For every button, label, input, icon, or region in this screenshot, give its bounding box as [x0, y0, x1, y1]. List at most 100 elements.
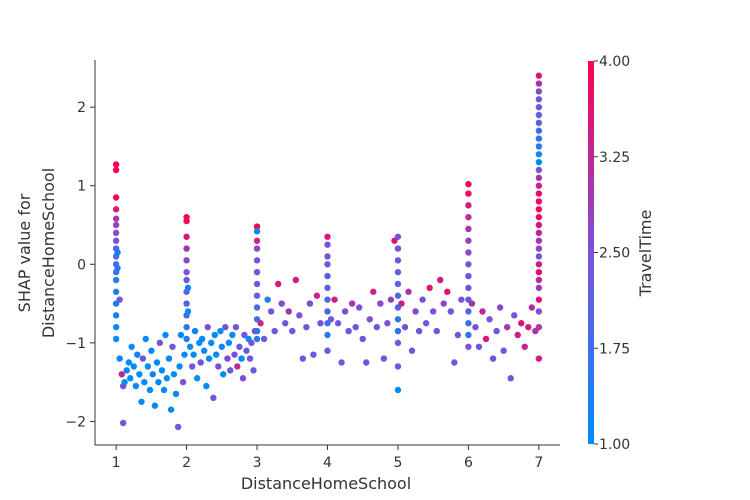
data-point [253, 292, 261, 299]
data-point [465, 261, 472, 268]
data-point [179, 378, 187, 386]
data-point [394, 245, 402, 252]
data-point [125, 359, 133, 366]
colorbar-tick-label: 2.50 [599, 246, 630, 262]
data-point [465, 237, 472, 244]
data-point [253, 245, 261, 252]
data-point [535, 296, 543, 303]
data-point [148, 347, 155, 354]
data-point [246, 355, 254, 362]
data-point [535, 119, 543, 127]
data-point [324, 233, 331, 240]
x-axis-ticks: 1 2 3 4 5 6 7 [112, 445, 543, 471]
data-point [528, 304, 536, 311]
data-point [535, 111, 543, 119]
data-point [229, 331, 236, 339]
data-point [486, 316, 493, 323]
data-point [324, 253, 331, 260]
colorbar-tick-label: 3.25 [599, 150, 630, 166]
data-point [535, 198, 543, 205]
data-point [496, 304, 504, 311]
data-point [535, 206, 543, 213]
x-tick-label: 3 [253, 455, 262, 471]
colorbar-label: TravelTime [636, 210, 655, 298]
y-axis-label-line-1: SHAP value for [15, 193, 34, 312]
data-point [465, 331, 472, 339]
data-point [419, 296, 426, 303]
data-point [324, 261, 331, 268]
data-point [535, 182, 543, 189]
data-point [465, 284, 472, 292]
data-point [205, 355, 213, 362]
data-point [482, 335, 490, 343]
data-point [198, 335, 206, 343]
data-point [114, 249, 121, 256]
data-point [112, 229, 120, 237]
data-point [511, 312, 518, 319]
data-point [215, 363, 222, 370]
colorbar-tick-label: 4.00 [599, 54, 630, 70]
data-point [324, 284, 331, 292]
data-point [317, 320, 324, 327]
data-point [429, 308, 437, 315]
data-point [183, 335, 190, 343]
data-point [384, 320, 391, 327]
data-point [112, 166, 120, 174]
data-point [535, 355, 543, 362]
data-point [310, 351, 317, 358]
data-point [394, 386, 402, 394]
data-point [218, 343, 226, 350]
data-point [278, 300, 285, 307]
data-point [472, 323, 479, 331]
y-tick-label: 1 [77, 179, 86, 195]
data-point [465, 308, 472, 315]
data-point [535, 221, 543, 229]
data-point [267, 308, 275, 315]
data-point [144, 363, 152, 370]
x-tick-label: 5 [393, 455, 402, 471]
data-point [121, 378, 128, 386]
data-point [324, 296, 331, 303]
scatter-points [112, 72, 543, 431]
data-point [250, 367, 257, 374]
data-point [253, 335, 261, 343]
data-point [190, 351, 197, 358]
data-point [189, 363, 196, 370]
data-point [359, 335, 366, 343]
data-point [112, 221, 120, 229]
data-point [518, 320, 525, 327]
data-point [285, 308, 292, 315]
data-point [296, 312, 303, 319]
data-point [440, 300, 447, 307]
data-point [324, 347, 331, 354]
data-point [535, 245, 543, 252]
data-point [112, 206, 120, 213]
data-point [338, 359, 345, 366]
y-axis-label-line-2: DistanceHomeSchool [39, 168, 58, 338]
data-point [535, 135, 543, 142]
data-point [394, 327, 402, 335]
data-point [253, 327, 261, 335]
data-point [162, 331, 169, 339]
data-point [260, 335, 268, 343]
data-point [134, 351, 141, 358]
data-point [535, 276, 543, 284]
data-point [451, 359, 458, 366]
data-point [437, 276, 444, 284]
data-point [151, 402, 159, 409]
data-point [292, 276, 299, 284]
data-point [225, 339, 233, 347]
data-point [234, 363, 241, 370]
data-point [177, 331, 185, 339]
data-point [306, 300, 314, 307]
data-point [465, 180, 472, 188]
data-point [184, 284, 192, 292]
data-point [119, 419, 127, 427]
data-point [172, 390, 180, 398]
data-point [184, 308, 192, 315]
data-point [130, 363, 137, 370]
x-axis-label: DistanceHomeSchool [241, 474, 411, 493]
data-point [535, 72, 543, 79]
data-point [153, 359, 161, 366]
data-point [183, 300, 190, 307]
